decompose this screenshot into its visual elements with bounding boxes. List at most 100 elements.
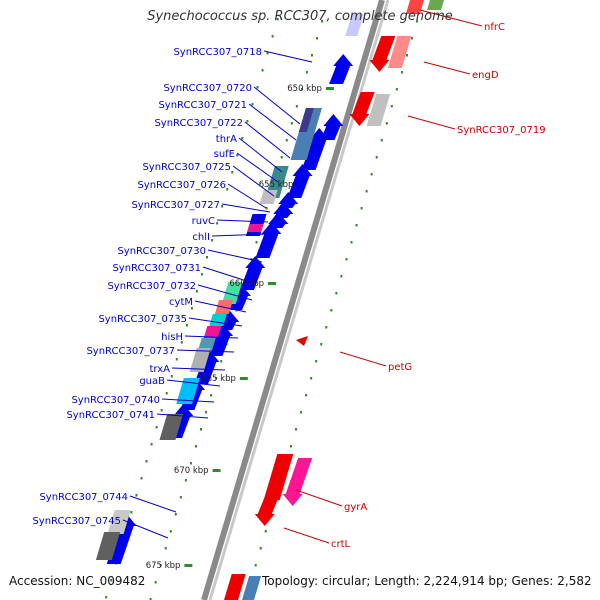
scale-tick-minor — [305, 71, 308, 74]
scale-tick-minor — [255, 241, 258, 244]
scale-tick-minor — [215, 377, 218, 380]
leader-line — [339, 351, 387, 367]
category-block — [242, 576, 262, 600]
gene-label-forward: SynRCC307_0741 — [66, 410, 155, 421]
gene-label-reverse: engD — [472, 70, 499, 81]
scale-tick-minor — [375, 156, 378, 159]
gene-label-reverse: SynRCC307_0719 — [457, 125, 546, 136]
gene-label-forward: trxA — [149, 364, 170, 375]
scale-tick-minor — [355, 224, 358, 227]
gene-label-forward: SynRCC307_0744 — [39, 492, 128, 503]
gene-label-forward: SynRCC307_0718 — [173, 47, 262, 58]
genome-summary-text: Topology: circular; Length: 2,224,914 bp… — [262, 574, 592, 588]
gene-label-forward: SynRCC307_0740 — [71, 395, 160, 406]
scale-tick-minor — [316, 37, 319, 40]
scale-tick-minor — [380, 139, 383, 142]
scale-tick-label: 650 kbp — [287, 84, 322, 94]
scale-tick-minor — [325, 326, 328, 329]
scale-tick-minor — [220, 360, 223, 363]
scale-tick-minor — [164, 547, 167, 550]
gene-label-reverse: gyrA — [344, 502, 367, 513]
gene-label-forward: sufE — [214, 149, 235, 160]
scale-tick-minor — [174, 513, 177, 516]
gene-label-forward: SynRCC307_0721 — [158, 100, 247, 111]
scale-tick-label: 655 kbp — [259, 180, 294, 190]
leader-line — [171, 367, 226, 371]
gene-label-forward: ruvC — [192, 216, 215, 227]
leader-line — [216, 219, 269, 223]
category-block — [107, 510, 131, 534]
scale-tick-minor — [315, 360, 318, 363]
scale-tick-minor — [140, 477, 143, 480]
leader-line — [166, 379, 221, 387]
leader-line — [253, 86, 301, 125]
scale-tick-minor — [175, 358, 178, 361]
scale-tick-minor — [290, 122, 293, 125]
leader-line — [407, 115, 456, 130]
scale-tick-minor — [266, 52, 269, 55]
scale-tick-minor — [256, 86, 259, 89]
leader-line — [188, 317, 243, 327]
scale-tick-minor — [276, 18, 279, 21]
leader-line — [238, 137, 283, 173]
forward-gene — [194, 350, 220, 384]
leader-line — [161, 398, 215, 403]
scale-tick-minor — [185, 324, 188, 327]
scale-tick-minor — [395, 88, 398, 91]
gene-label-forward: guaB — [139, 376, 165, 387]
scale-tick-minor — [184, 479, 187, 482]
scale-tick-major — [239, 377, 248, 380]
scale-tick-minor — [226, 188, 229, 191]
category-block — [366, 94, 391, 126]
reverse-gene — [349, 92, 375, 126]
reverse-gene — [224, 574, 246, 600]
category-block — [189, 348, 211, 372]
forward-gene — [255, 222, 282, 258]
category-block — [221, 282, 243, 304]
scale-tick-minor — [320, 343, 323, 346]
leader-line — [236, 152, 279, 183]
scale-tick-minor — [370, 173, 373, 176]
leader-line — [202, 266, 257, 285]
forward-gene — [320, 114, 344, 140]
reverse-gene — [282, 458, 313, 506]
forward-gene — [301, 128, 330, 170]
reverse-gene — [254, 498, 279, 526]
leader-line — [176, 349, 235, 353]
scale-tick-minor — [400, 71, 403, 74]
scale-tick-minor — [180, 341, 183, 344]
scale-tick-minor — [231, 171, 234, 174]
scale-tick-minor — [350, 241, 353, 244]
leader-line — [232, 165, 275, 197]
backbone — [201, 0, 385, 600]
scale-tick-minor — [169, 530, 172, 533]
scale-tick-minor — [236, 154, 239, 157]
leader-line — [423, 61, 471, 75]
reverse-gene — [296, 336, 308, 346]
scale-tick-label: 660 kbp — [229, 279, 264, 289]
scale-tick-minor — [145, 460, 148, 463]
scale-tick-minor — [271, 35, 274, 38]
scale-tick-label: 675 kbp — [146, 561, 181, 571]
scale-tick-minor — [265, 207, 268, 210]
forward-gene — [287, 164, 313, 198]
scale-tick-minor — [110, 579, 113, 582]
category-block — [290, 108, 322, 160]
scale-tick-minor — [300, 88, 303, 91]
scale-tick-minor — [416, 20, 419, 23]
gene-label-forward: thrA — [216, 134, 237, 145]
scale-tick-minor — [340, 275, 343, 278]
scale-tick-minor — [300, 411, 303, 414]
scale-tick-minor — [310, 377, 313, 380]
map-title: Synechococcus sp. RCC307, complete genom… — [147, 9, 453, 24]
scale-tick-minor — [259, 547, 262, 550]
reverse-gene — [369, 36, 396, 72]
scale-tick-minor — [154, 581, 157, 584]
scale-tick-minor — [289, 445, 292, 448]
scale-tick-minor — [194, 445, 197, 448]
scale-tick-minor — [385, 122, 388, 125]
category-block — [247, 224, 264, 232]
scale-tick-minor — [285, 139, 288, 142]
leader-line — [248, 103, 297, 141]
leader-line — [227, 183, 267, 209]
